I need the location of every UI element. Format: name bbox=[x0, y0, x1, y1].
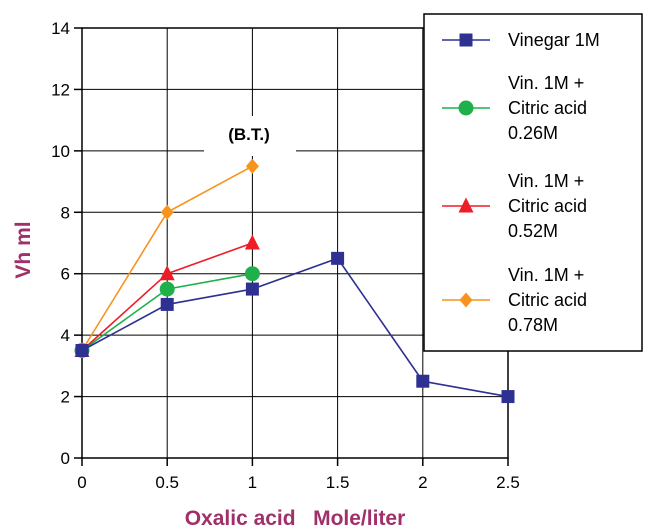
data-point bbox=[245, 266, 260, 281]
legend-label: 0.26M bbox=[508, 123, 558, 143]
data-point bbox=[246, 283, 259, 296]
legend-label: 0.52M bbox=[508, 221, 558, 241]
y-tick-label: 10 bbox=[51, 142, 70, 161]
x-tick-labels: 0 0.5 1 1.5 2 2.5 bbox=[77, 473, 520, 492]
x-tick-label: 0 bbox=[77, 473, 86, 492]
annotation-bt: (B.T.) bbox=[228, 125, 270, 144]
y-tick-label: 14 bbox=[51, 19, 70, 38]
data-point bbox=[331, 252, 344, 265]
y-tick-label: 4 bbox=[61, 326, 70, 345]
x-axis-title: Oxalic acid Mole/liter bbox=[185, 507, 406, 530]
data-point bbox=[76, 344, 89, 357]
y-tick-label: 12 bbox=[51, 80, 70, 99]
y-tick-label: 0 bbox=[61, 449, 70, 468]
x-tick-label: 1 bbox=[248, 473, 257, 492]
legend-label: Citric acid bbox=[508, 98, 587, 118]
legend-label: Citric acid bbox=[508, 196, 587, 216]
data-point bbox=[161, 205, 174, 220]
legend-marker bbox=[460, 34, 473, 47]
legend-label: 0.78M bbox=[508, 315, 558, 335]
data-point bbox=[502, 390, 515, 403]
legend-label: Vin. 1M + bbox=[508, 171, 584, 191]
x-tick-label: 0.5 bbox=[155, 473, 179, 492]
legend-label: Vin. 1M + bbox=[508, 73, 584, 93]
y-tick-label: 2 bbox=[61, 388, 70, 407]
x-tick-label: 2.5 bbox=[496, 473, 520, 492]
data-point bbox=[245, 235, 260, 250]
annotation-group: (B.T.) bbox=[204, 116, 296, 156]
data-point bbox=[160, 265, 175, 280]
y-tick-label: 8 bbox=[61, 203, 70, 222]
data-point bbox=[416, 375, 429, 388]
x-tick-label: 1.5 bbox=[326, 473, 350, 492]
legend-label: Vin. 1M + bbox=[508, 265, 584, 285]
y-tick-label: 6 bbox=[61, 265, 70, 284]
data-point bbox=[161, 298, 174, 311]
legend-marker bbox=[459, 101, 474, 116]
legend-label: Citric acid bbox=[508, 290, 587, 310]
data-point bbox=[160, 282, 175, 297]
legend-label: Vinegar 1M bbox=[508, 30, 600, 50]
legend: Vinegar 1M Vin. 1M + Citric acid 0.26M Vin. … bbox=[424, 14, 642, 351]
y-axis-title: Vh ml bbox=[12, 221, 35, 278]
data-point bbox=[246, 159, 259, 174]
y-tick-labels: 0 2 4 6 8 10 12 14 bbox=[51, 19, 70, 468]
x-tick-label: 2 bbox=[418, 473, 427, 492]
